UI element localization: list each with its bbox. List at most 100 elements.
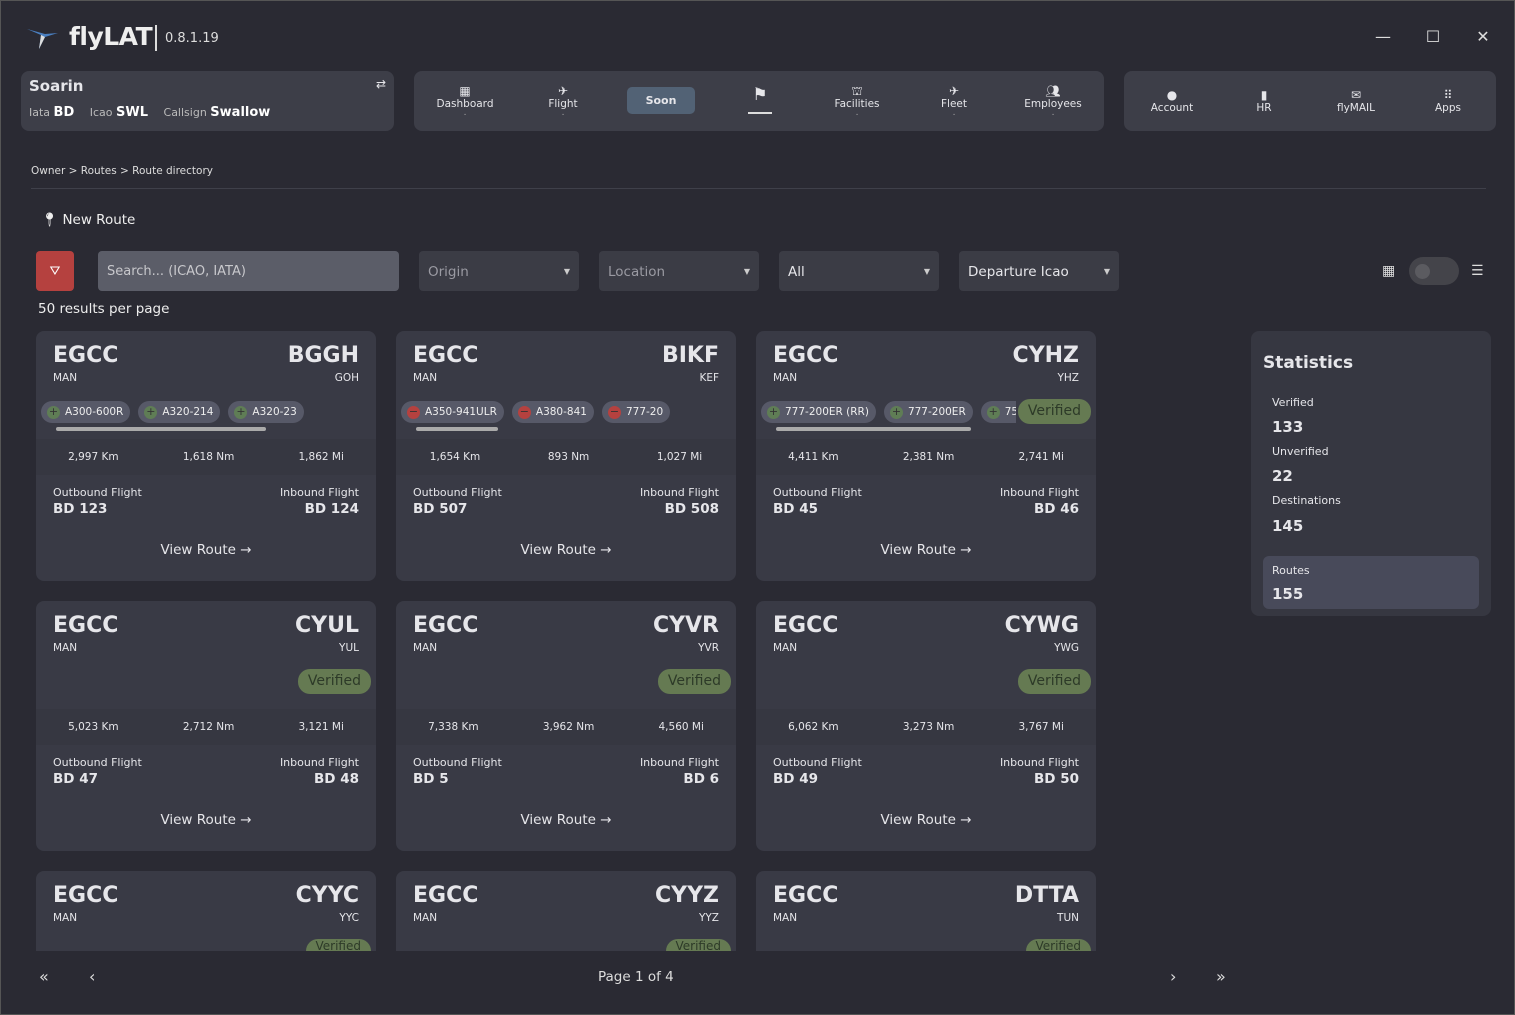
outbound-label: Outbound Flight bbox=[413, 756, 502, 769]
origin-iata: MAN bbox=[413, 912, 438, 924]
callsign-label: Callsign bbox=[163, 106, 207, 119]
origin-iata: MAN bbox=[53, 642, 78, 654]
aircraft-chip[interactable]: + A320-214 bbox=[138, 401, 221, 423]
new-route-button[interactable]: 📍︎ New Route bbox=[41, 212, 135, 228]
inbound-label: Inbound Flight bbox=[279, 756, 359, 769]
aircraft-chip[interactable]: +757 bbox=[980, 401, 1016, 423]
chips-scrollbar[interactable] bbox=[776, 427, 971, 431]
destination-icao: CYHZ bbox=[1012, 343, 1079, 368]
aircraft-chip[interactable]: − A380-841 bbox=[511, 401, 594, 423]
distance-row: 7,338 Km 3,962 Nm 4,560 Mi bbox=[396, 709, 736, 745]
inbound-flight[interactable]: BD 6 bbox=[683, 771, 719, 787]
maximize-icon[interactable]: ☐ bbox=[1425, 27, 1441, 46]
origin-select[interactable]: Origin ▼ bbox=[419, 251, 579, 291]
view-route-button[interactable]: View Route → bbox=[160, 542, 252, 558]
origin-iata: MAN bbox=[773, 372, 798, 384]
nav-apps[interactable]: ⠿ Apps bbox=[1403, 71, 1493, 131]
clear-filters-button[interactable]: ⛛ bbox=[36, 251, 74, 291]
nav-employees[interactable]: 👥︎ Employees. bbox=[1024, 84, 1082, 118]
verified-label: Verified bbox=[1272, 396, 1314, 409]
new-route-label: New Route bbox=[62, 212, 136, 228]
outbound-flight[interactable]: BD 49 bbox=[773, 771, 818, 787]
distance-nm: 3,962 Nm bbox=[542, 721, 595, 733]
plus-circle-icon[interactable]: + bbox=[986, 404, 1000, 419]
view-route-button[interactable]: View Route → bbox=[160, 812, 252, 828]
outbound-flight[interactable]: BD 5 bbox=[413, 771, 449, 787]
nav-routes[interactable]: ⚑ bbox=[715, 71, 805, 131]
location-select[interactable]: Location ▼ bbox=[599, 251, 759, 291]
app-version: 0.8.1.19 bbox=[155, 25, 219, 51]
nav-label: HR bbox=[1256, 102, 1272, 114]
plane-icon: ✈ bbox=[948, 84, 960, 98]
outbound-flight[interactable]: BD 45 bbox=[773, 501, 818, 517]
inbound-flight[interactable]: BD 508 bbox=[664, 501, 719, 517]
aircraft-chip[interactable]: −777-20 bbox=[601, 401, 671, 423]
view-route-button[interactable]: View Route → bbox=[520, 812, 612, 828]
sort-select[interactable]: Departure Icao ▼ bbox=[959, 251, 1119, 291]
aircraft-chip[interactable]: − A350-941ULR bbox=[401, 401, 504, 423]
nav-fleet[interactable]: ✈ Fleet. bbox=[941, 84, 967, 118]
outbound-flight[interactable]: BD 47 bbox=[53, 771, 98, 787]
status-select[interactable]: All ▼ bbox=[779, 251, 939, 291]
aircraft-chip[interactable]: + A300-600R bbox=[41, 401, 131, 423]
nav-facilities[interactable]: ⛫ Facilities. bbox=[834, 84, 880, 118]
aircraft-chip[interactable]: +777-200ER (RR) bbox=[761, 401, 876, 423]
nav-flight[interactable]: ✈ Flight. bbox=[548, 84, 578, 118]
grid-view-icon[interactable]: ▦ bbox=[1382, 263, 1396, 279]
close-icon[interactable]: ✕ bbox=[1476, 27, 1490, 46]
origin-iata: MAN bbox=[53, 372, 78, 384]
list-view-icon[interactable]: ☰ bbox=[1471, 263, 1484, 279]
divider bbox=[31, 188, 1486, 189]
verified-badge: Verified bbox=[1017, 399, 1091, 424]
destination-icao: CYUL bbox=[295, 613, 359, 638]
route-card: EGCC CYWG MAN YWG Verified 6,062 Km 3,273 N… bbox=[756, 601, 1096, 851]
view-route-button[interactable]: View Route → bbox=[520, 542, 612, 558]
switch-airline-icon[interactable]: ⇄ bbox=[375, 77, 386, 91]
routes-count: 155 bbox=[1272, 585, 1304, 603]
people-icon: 👥︎ bbox=[1045, 84, 1061, 98]
outbound-flight[interactable]: BD 123 bbox=[53, 501, 108, 517]
plus-circle-icon[interactable]: + bbox=[767, 404, 780, 419]
destinations-label: Destinations bbox=[1272, 494, 1341, 507]
minus-circle-icon[interactable]: − bbox=[607, 404, 621, 419]
minimize-icon[interactable]: — bbox=[1375, 27, 1391, 46]
prev-page-icon[interactable]: ‹ bbox=[89, 967, 96, 986]
nav-soon[interactable]: Soon bbox=[627, 87, 695, 114]
route-card: EGCC CYYC MAN YYC Verified bbox=[36, 871, 376, 953]
nav-account[interactable]: ● Account bbox=[1127, 71, 1217, 131]
chips-scrollbar[interactable] bbox=[56, 427, 266, 431]
plus-circle-icon[interactable]: + bbox=[889, 404, 903, 419]
aircraft-chip[interactable]: +777-200ER bbox=[883, 401, 973, 423]
view-route-button[interactable]: View Route → bbox=[880, 542, 972, 558]
distance-mi: 1,027 Mi bbox=[656, 451, 703, 463]
plus-circle-icon[interactable]: + bbox=[144, 404, 158, 419]
nav-hr[interactable]: ▮ HR bbox=[1219, 71, 1309, 131]
view-route-button[interactable]: View Route → bbox=[880, 812, 972, 828]
distance-row: 6,062 Km 3,273 Nm 3,767 Mi bbox=[756, 709, 1096, 745]
chips-scrollbar[interactable] bbox=[416, 427, 498, 431]
view-toggle[interactable] bbox=[1409, 257, 1459, 285]
airline-name: Soarin bbox=[29, 77, 84, 95]
aircraft-chip[interactable]: + A320-23 bbox=[228, 401, 304, 423]
inbound-flight[interactable]: BD 48 bbox=[314, 771, 359, 787]
plus-circle-icon[interactable]: + bbox=[47, 404, 60, 419]
inbound-flight[interactable]: BD 124 bbox=[304, 501, 359, 517]
destination-iata: GOH bbox=[334, 372, 359, 384]
outbound-flight[interactable]: BD 507 bbox=[413, 501, 468, 517]
minus-circle-icon[interactable]: − bbox=[517, 404, 531, 419]
distance-nm: 1,618 Nm bbox=[182, 451, 235, 463]
nav-flymail[interactable]: ✉ flyMAIL bbox=[1311, 71, 1401, 131]
origin-icao: EGCC bbox=[413, 883, 479, 908]
first-page-icon[interactable]: « bbox=[39, 967, 49, 986]
inbound-flight[interactable]: BD 46 bbox=[1034, 501, 1079, 517]
plus-circle-icon[interactable]: + bbox=[234, 404, 248, 419]
next-page-icon[interactable]: › bbox=[1170, 967, 1177, 986]
minus-circle-icon[interactable]: − bbox=[407, 404, 420, 419]
search-input[interactable] bbox=[98, 251, 399, 291]
flight-takeoff-icon: ✈ bbox=[557, 84, 569, 98]
inbound-label: Inbound Flight bbox=[279, 486, 359, 499]
nav-dashboard[interactable]: ▦ Dashboard. bbox=[436, 84, 494, 118]
distance-nm: 2,712 Nm bbox=[182, 721, 235, 733]
inbound-flight[interactable]: BD 50 bbox=[1034, 771, 1079, 787]
last-page-icon[interactable]: » bbox=[1216, 967, 1226, 986]
